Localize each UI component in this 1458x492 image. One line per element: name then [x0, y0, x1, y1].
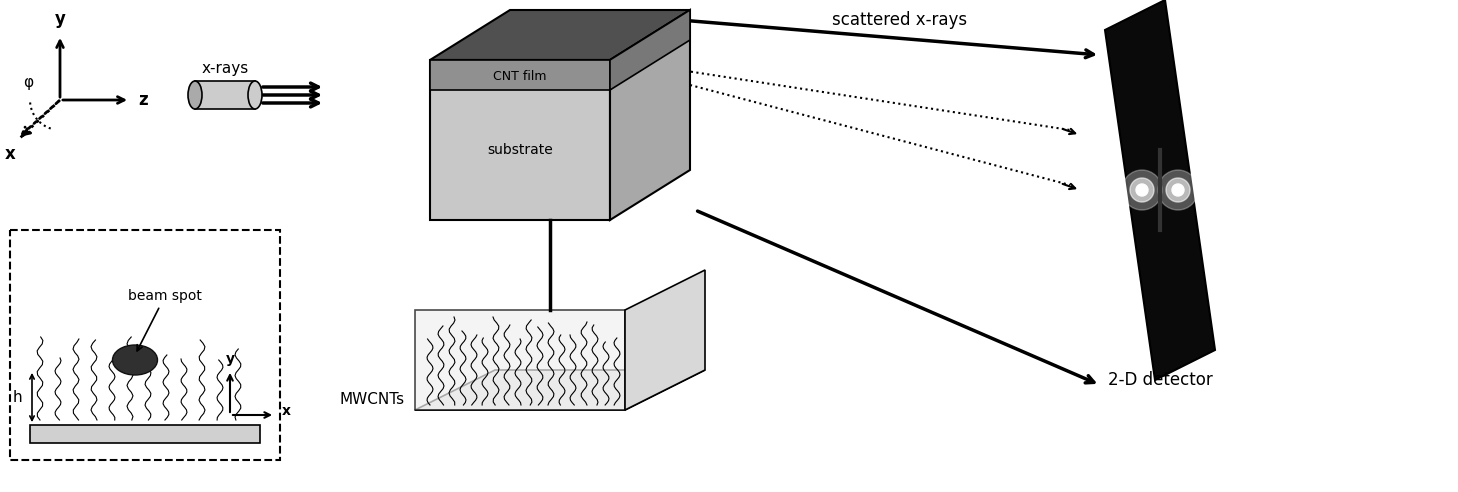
Text: scattered x-rays: scattered x-rays: [833, 11, 968, 29]
Text: x: x: [4, 145, 16, 163]
Circle shape: [1130, 178, 1153, 202]
Text: y: y: [226, 352, 235, 366]
Text: x: x: [281, 404, 292, 418]
Text: φ: φ: [23, 74, 34, 90]
Text: substrate: substrate: [487, 143, 553, 157]
Bar: [31, 425, 260, 443]
Polygon shape: [609, 10, 690, 220]
Text: 2-D detector: 2-D detector: [1108, 371, 1213, 389]
Text: h: h: [12, 390, 22, 404]
Circle shape: [1123, 170, 1162, 210]
Bar: [10, 230, 280, 460]
Polygon shape: [1105, 0, 1215, 380]
Ellipse shape: [112, 345, 157, 375]
Text: MWCNTs: MWCNTs: [340, 393, 405, 407]
Text: beam spot: beam spot: [128, 289, 203, 351]
Circle shape: [1172, 184, 1184, 196]
Bar: [195, 81, 255, 109]
Polygon shape: [416, 310, 625, 410]
Ellipse shape: [248, 81, 262, 109]
Polygon shape: [430, 10, 690, 60]
Text: y: y: [54, 10, 66, 28]
Text: x-rays: x-rays: [201, 61, 249, 76]
Circle shape: [1158, 170, 1198, 210]
Polygon shape: [430, 60, 609, 220]
Circle shape: [1166, 178, 1190, 202]
Ellipse shape: [188, 81, 203, 109]
Circle shape: [1136, 184, 1147, 196]
Text: z: z: [139, 91, 147, 109]
Polygon shape: [609, 10, 690, 90]
Polygon shape: [430, 60, 609, 90]
Polygon shape: [416, 370, 706, 410]
Polygon shape: [625, 270, 706, 410]
Text: CNT film: CNT film: [493, 70, 547, 84]
